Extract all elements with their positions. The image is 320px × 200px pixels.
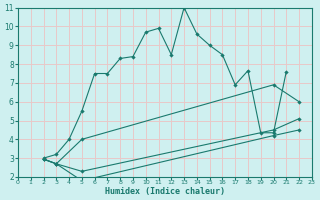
X-axis label: Humidex (Indice chaleur): Humidex (Indice chaleur) [105, 187, 225, 196]
